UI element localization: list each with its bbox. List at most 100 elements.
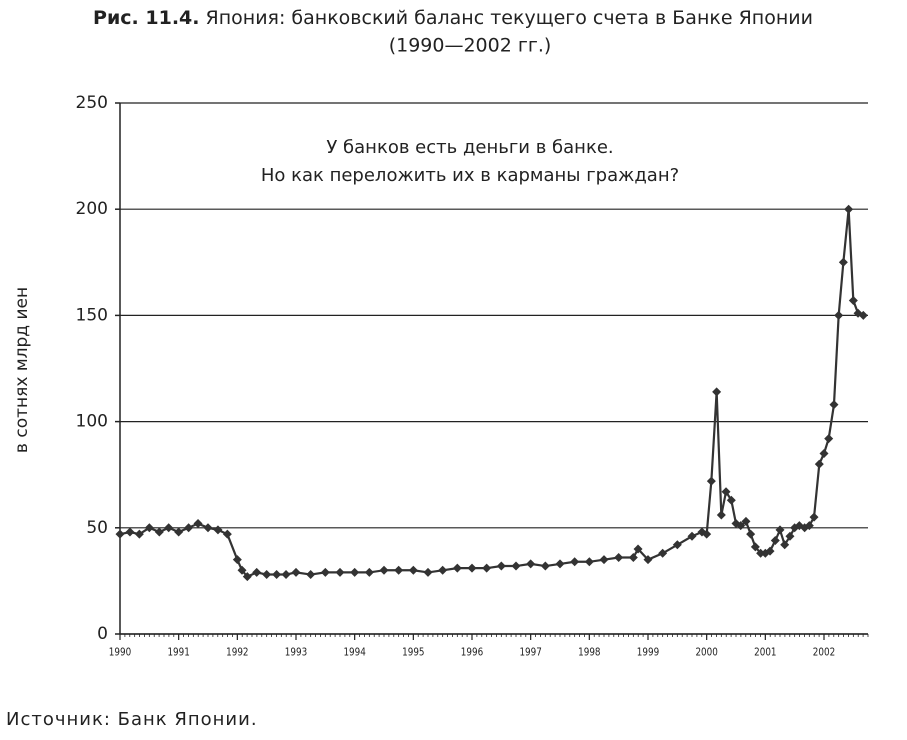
data-marker <box>848 296 858 306</box>
data-marker <box>379 565 389 575</box>
data-marker <box>702 529 712 539</box>
data-marker <box>819 448 829 458</box>
data-marker <box>628 553 638 563</box>
data-marker <box>134 529 144 539</box>
x-tick-label: 2001 <box>754 646 776 658</box>
data-marker <box>804 521 814 531</box>
data-marker <box>467 563 477 573</box>
data-marker <box>394 565 404 575</box>
data-marker <box>252 567 262 577</box>
x-tick-label: 1999 <box>637 646 659 658</box>
data-marker <box>335 567 345 577</box>
data-marker <box>824 434 834 444</box>
data-marker <box>599 555 609 565</box>
x-tick-label: 1991 <box>167 646 189 658</box>
data-marker <box>306 570 316 580</box>
data-marker <box>829 400 839 410</box>
data-marker <box>203 523 213 533</box>
data-marker <box>775 525 785 535</box>
data-marker <box>834 310 844 320</box>
x-tick-label: 1996 <box>461 646 483 658</box>
data-marker <box>814 459 824 469</box>
chart-subtitle: (1990—2002 гг.) <box>389 35 552 57</box>
x-tick-label: 2000 <box>695 646 717 658</box>
source-note: Источник: Банк Японии. <box>6 709 258 730</box>
y-axis-label: в сотнях млрд иен <box>12 287 32 453</box>
data-marker <box>222 529 232 539</box>
data-marker <box>844 204 854 214</box>
data-marker <box>496 561 506 571</box>
data-marker <box>716 510 726 520</box>
data-marker <box>672 540 682 550</box>
data-marker <box>482 563 492 573</box>
data-marker <box>741 516 751 526</box>
data-marker <box>237 565 247 575</box>
data-marker <box>154 527 164 537</box>
data-marker <box>570 557 580 567</box>
data-marker <box>643 555 653 565</box>
data-marker <box>281 570 291 580</box>
data-marker <box>511 561 521 571</box>
data-marker <box>213 525 223 535</box>
y-tick-label: 100 <box>76 412 108 432</box>
x-tick-label: 1995 <box>402 646 424 658</box>
data-marker <box>320 567 330 577</box>
annotation: У банков есть деньги в банке. <box>326 137 613 158</box>
data-marker <box>633 544 643 554</box>
data-marker <box>726 495 736 505</box>
data-marker <box>164 523 174 533</box>
data-marker <box>614 553 624 563</box>
data-marker <box>272 570 282 580</box>
data-marker <box>712 387 722 397</box>
x-tick-label: 1997 <box>519 646 541 658</box>
data-marker <box>262 570 272 580</box>
data-marker <box>770 536 780 546</box>
data-marker <box>350 567 360 577</box>
data-marker <box>765 546 775 556</box>
x-tick-label: 1994 <box>343 646 365 658</box>
y-tick-label: 250 <box>76 93 108 113</box>
data-marker <box>174 527 184 537</box>
x-tick-label: 1993 <box>285 646 307 658</box>
annotation: Но как переложить их в карманы граждан? <box>261 165 679 186</box>
data-marker <box>232 555 242 565</box>
y-tick-label: 0 <box>97 624 108 644</box>
data-marker <box>408 565 418 575</box>
data-line <box>119 209 864 579</box>
data-marker <box>658 548 668 558</box>
x-tick-label: 1992 <box>226 646 248 658</box>
title-text: Япония: банковский баланс текущего счета… <box>206 7 813 29</box>
data-marker <box>687 531 697 541</box>
data-marker <box>858 310 868 320</box>
data-marker <box>193 519 203 529</box>
data-marker <box>526 559 536 569</box>
data-marker <box>555 559 565 569</box>
x-tick-label: 1990 <box>109 646 131 658</box>
data-marker <box>364 567 374 577</box>
data-marker <box>756 548 766 558</box>
data-marker <box>750 542 760 552</box>
data-marker <box>809 512 819 522</box>
data-marker <box>838 257 848 267</box>
data-marker <box>115 529 125 539</box>
data-marker <box>785 531 795 541</box>
data-marker <box>452 563 462 573</box>
data-marker <box>242 572 252 582</box>
x-tick-label: 1998 <box>578 646 600 658</box>
data-marker <box>540 561 550 571</box>
data-marker <box>184 523 194 533</box>
data-marker <box>125 527 135 537</box>
data-marker <box>584 557 594 567</box>
figure-label: Рис. 11.4. <box>93 7 199 29</box>
data-marker <box>438 565 448 575</box>
data-marker <box>291 567 301 577</box>
y-tick-label: 200 <box>76 199 108 219</box>
data-marker <box>746 529 756 539</box>
data-marker <box>144 523 154 533</box>
chart-title: Рис. 11.4. Япония: банковский баланс тек… <box>93 7 813 29</box>
data-marker <box>423 567 433 577</box>
y-tick-label: 50 <box>86 518 108 538</box>
x-tick-label: 2002 <box>813 646 835 658</box>
